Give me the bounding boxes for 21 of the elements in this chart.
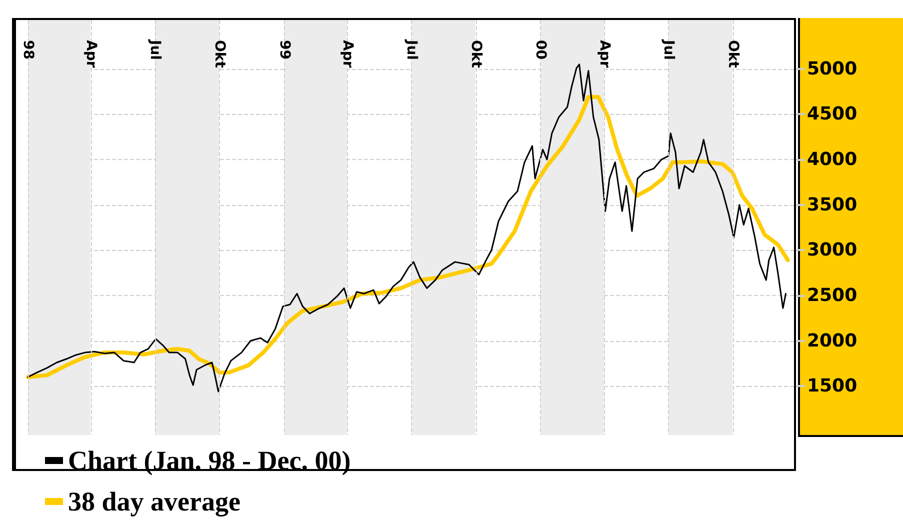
x-tick-label: 00 [532,40,549,60]
y-tick-label: 5000 [807,58,858,80]
x-tick-label: Jul [147,39,164,60]
x-tick-label: Apr [596,40,613,68]
x-tick-label: 98 [20,40,36,60]
y-tick-label: 4500 [807,104,858,125]
y-tick-label: 2500 [807,284,858,306]
x-tick-label: 99 [276,40,292,60]
y-tick-label: 1500 [807,376,858,397]
x-tick-label: Jul [660,39,676,60]
x-tick-label: Jul [403,39,420,60]
y-tick-label: 3000 [807,240,858,261]
x-tick-label: Okt [212,40,228,68]
x-tick-label: Apr [83,40,100,68]
y-tick-label: 2000 [807,330,858,352]
x-tick-label: Okt [725,40,742,68]
y-tick-label: 4000 [807,149,858,170]
y-tick-label: 3500 [807,194,858,216]
x-tick-label: Okt [468,40,484,68]
x-tick-label: Apr [340,40,356,68]
legend-label: 38 day average [68,486,240,516]
